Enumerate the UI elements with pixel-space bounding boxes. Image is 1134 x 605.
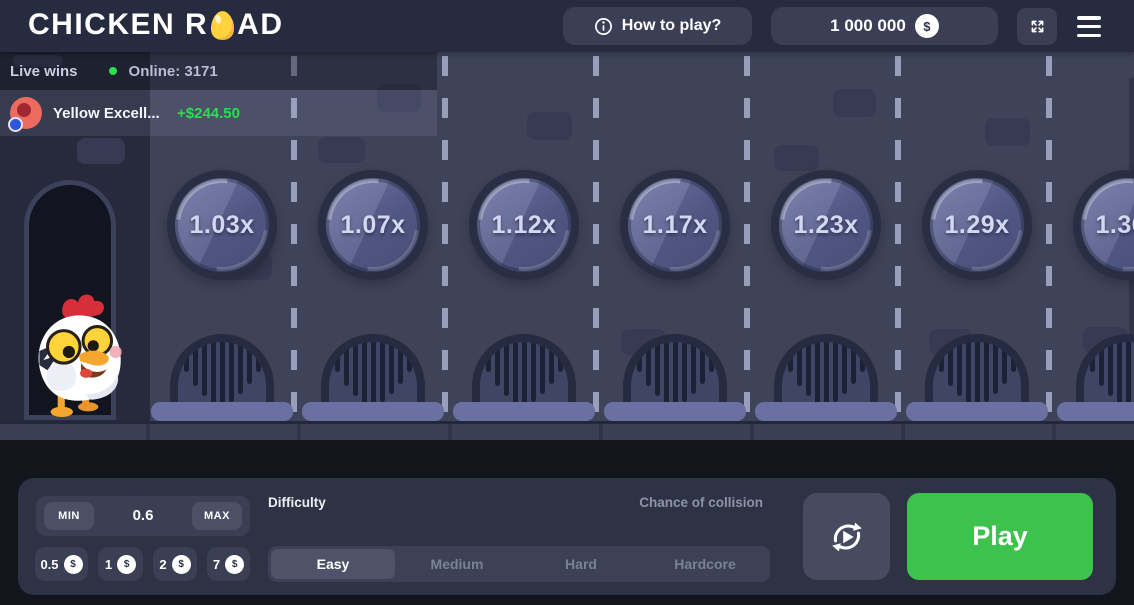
bottom-section: MIN 0.6 MAX 0.5 $ 1 $ 2 $ 7 $ Difficulty Cha… <box>0 440 1134 605</box>
grate-ledge <box>302 402 444 421</box>
multiplier-value: 1.12x <box>491 210 557 239</box>
menu-button[interactable] <box>1077 16 1101 37</box>
grate-ledge <box>906 402 1048 421</box>
coin-icon: $ <box>225 554 245 574</box>
game-canvas: 1.03x 1.07x 1.12x 1.17x 1.23x 1.29x 1.36… <box>0 52 1134 440</box>
bet-amount-input[interactable]: 0.6 <box>132 507 154 524</box>
curb <box>0 421 1134 440</box>
road-patch <box>13 55 63 67</box>
grate-ledge <box>604 402 746 421</box>
road-patch <box>833 89 876 117</box>
multiplier-value: 1.03x <box>189 210 255 239</box>
how-to-play-label: How to play? <box>621 17 722 34</box>
difficulty-hardcore-tab[interactable]: Hardcore <box>643 549 767 579</box>
road-patch <box>527 112 572 140</box>
lane-divider <box>895 56 901 426</box>
quick-bet-1-button[interactable]: 1 $ <box>98 547 143 581</box>
winner-name: Yellow Excell... <box>53 104 160 122</box>
egg-icon <box>211 10 235 40</box>
min-bet-button[interactable]: MIN <box>44 502 94 530</box>
multiplier-value: 1.17x <box>642 210 708 239</box>
multiplier-disc: 1.07x <box>308 160 438 290</box>
autoplay-icon <box>831 522 862 551</box>
sewer-grate <box>774 334 878 406</box>
multiplier-value: 1.07x <box>340 210 406 239</box>
balance-value: 1 000 000 <box>830 16 906 35</box>
difficulty-hard-tab[interactable]: Hard <box>519 549 643 579</box>
sewer-grate <box>321 334 425 406</box>
sewer-grate <box>170 334 274 406</box>
max-bet-button[interactable]: MAX <box>192 502 242 530</box>
multiplier-value: 1.29x <box>944 210 1010 239</box>
winner-amount: +$244.50 <box>177 104 240 122</box>
sewer-grate <box>472 334 576 406</box>
difficulty-label: Difficulty <box>268 495 326 510</box>
chicken-character <box>26 290 128 420</box>
lane-divider <box>1046 56 1052 426</box>
quick-bet-0.5-button[interactable]: 0.5 $ <box>35 547 88 581</box>
balance-display[interactable]: 1 000 000 $ <box>771 7 998 45</box>
multiplier-value: 1.23x <box>793 210 859 239</box>
multiplier-disc: 1.29x <box>912 160 1042 290</box>
difficulty-selector: Easy Medium Hard Hardcore <box>268 546 770 582</box>
autoplay-button[interactable] <box>803 493 890 580</box>
sewer-grate <box>925 334 1029 406</box>
fullscreen-button[interactable] <box>1017 8 1057 45</box>
road-patch <box>318 137 365 163</box>
difficulty-medium-tab[interactable]: Medium <box>395 549 519 579</box>
lane-divider <box>744 56 750 426</box>
grate-ledge <box>755 402 897 421</box>
coin-icon: $ <box>914 14 939 38</box>
quick-bet-2-button[interactable]: 2 $ <box>153 547 197 581</box>
quick-bet-7-button[interactable]: 7 $ <box>207 547 250 581</box>
multiplier-disc: 1.17x <box>610 160 740 290</box>
multiplier-disc: 1.36x <box>1063 160 1134 290</box>
online-dot <box>108 67 117 75</box>
multiplier-value: 1.36x <box>1095 210 1134 239</box>
how-to-play-button[interactable]: How to play? <box>563 7 752 45</box>
difficulty-easy-tab[interactable]: Easy <box>271 549 395 579</box>
bet-amount-box: MIN 0.6 MAX <box>36 496 250 536</box>
top-bar: CHICKEN R AD How to play? 1 000 000 $ <box>0 0 1134 52</box>
coin-icon: $ <box>63 554 83 574</box>
grate-ledge <box>1057 402 1134 421</box>
multiplier-disc: 1.03x <box>157 160 287 290</box>
lane-divider <box>593 56 599 426</box>
info-icon <box>594 17 612 35</box>
logo: CHICKEN R AD <box>28 8 284 42</box>
road-patch <box>985 118 1030 146</box>
lane-divider <box>291 56 297 426</box>
multiplier-disc: 1.12x <box>459 160 589 290</box>
coin-icon: $ <box>117 554 137 574</box>
road-patch <box>774 145 819 171</box>
control-panel: MIN 0.6 MAX 0.5 $ 1 $ 2 $ 7 $ Difficulty Cha… <box>18 478 1116 595</box>
lane-divider <box>442 56 448 426</box>
live-win-entry[interactable]: Yellow Excell... +$244.50 <box>0 90 437 136</box>
logo-text-left: CHICKEN R <box>28 8 209 41</box>
road-patch <box>77 138 125 164</box>
live-wins-bar: Live wins Online: 3171 <box>0 52 437 90</box>
online-count: Online: 3171 <box>128 62 218 80</box>
logo-text-right: AD <box>237 8 284 41</box>
play-button[interactable]: Play <box>907 493 1093 580</box>
chance-of-collision-label: Chance of collision <box>639 495 763 510</box>
multiplier-disc: 1.23x <box>761 160 891 290</box>
grate-ledge <box>151 402 293 421</box>
road-patch <box>377 84 421 112</box>
live-wins-title: Live wins <box>10 62 78 80</box>
avatar <box>8 97 42 132</box>
coin-icon: $ <box>171 554 191 574</box>
fullscreen-icon <box>1031 20 1043 33</box>
grate-ledge <box>453 402 595 421</box>
avatar-badge-icon <box>8 117 23 132</box>
